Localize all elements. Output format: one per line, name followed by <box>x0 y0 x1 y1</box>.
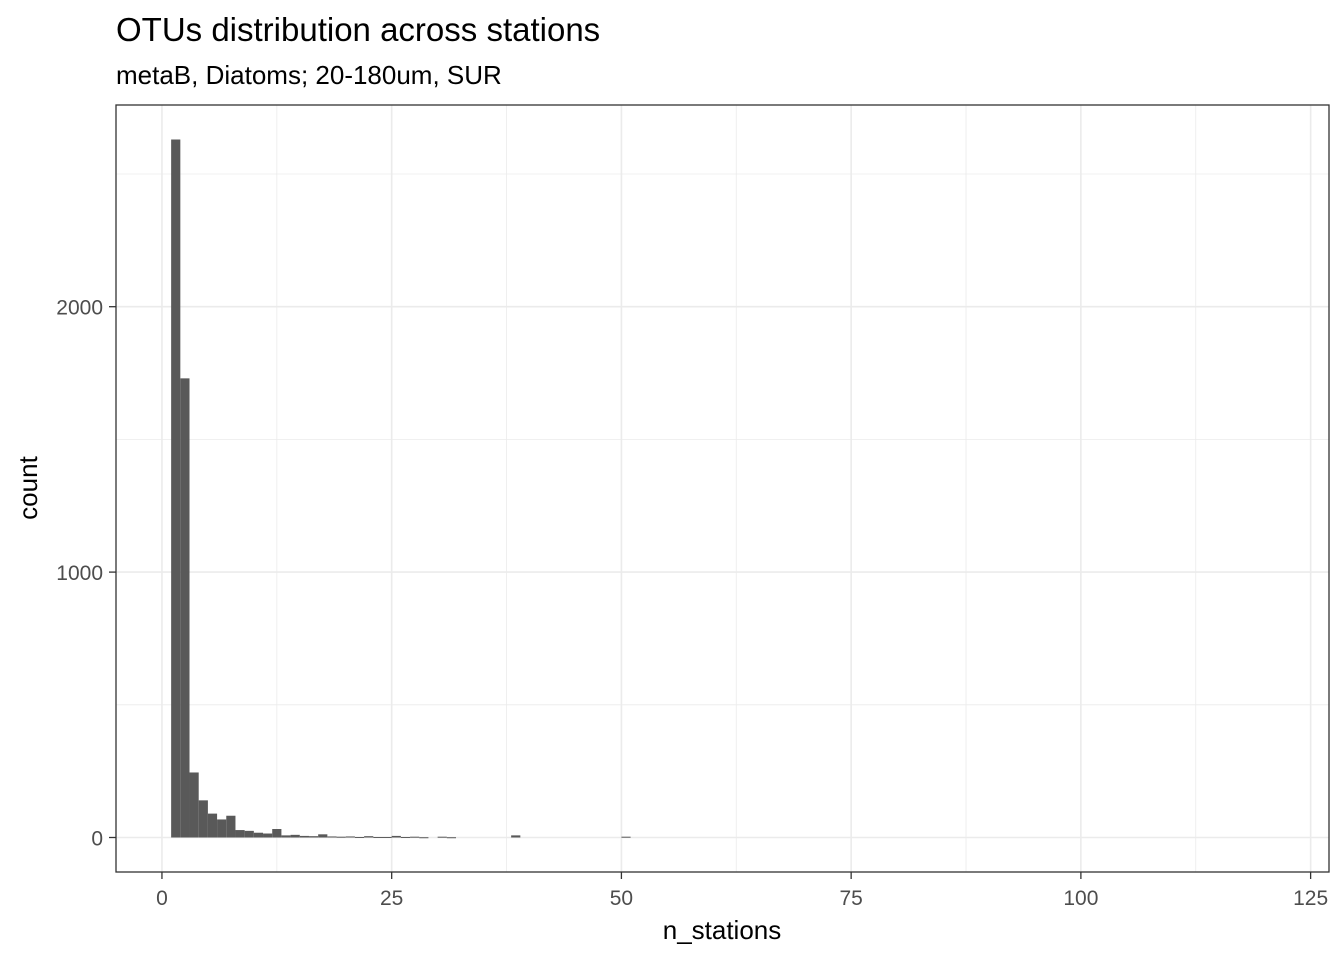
histogram-bar <box>410 836 420 838</box>
x-tick-label: 25 <box>380 887 403 910</box>
histogram-bar <box>217 819 227 838</box>
histogram-bars <box>171 139 631 839</box>
histogram-bar <box>180 378 190 838</box>
histogram-bar <box>327 836 337 838</box>
histogram-bar <box>263 833 273 838</box>
histogram-bar <box>244 830 254 838</box>
histogram-bar <box>171 139 181 838</box>
histogram-bar <box>308 836 319 838</box>
histogram-bar <box>299 835 309 838</box>
x-axis-title: n_stations <box>663 915 782 945</box>
histogram-bar <box>281 835 291 838</box>
histogram-bar <box>318 834 328 838</box>
minor-gridlines <box>116 105 1329 872</box>
histogram-bar <box>621 836 631 838</box>
histogram-bar <box>290 834 300 838</box>
y-tick-label: 0 <box>91 827 103 850</box>
histogram-bar <box>354 836 365 838</box>
histogram-bar <box>382 836 392 838</box>
chart-title: OTUs distribution across stations <box>116 11 600 48</box>
histogram-bar <box>511 835 521 838</box>
histogram-bar <box>446 837 457 839</box>
x-axis: 0 25 50 75 100 125 <box>156 872 1328 910</box>
histogram-bar <box>373 836 383 838</box>
histogram-bar <box>198 800 208 838</box>
y-tick-label: 1000 <box>56 562 103 585</box>
x-tick-label: 0 <box>156 887 168 910</box>
plot-panel <box>116 105 1329 872</box>
plot-border <box>115 104 1330 873</box>
histogram-bar <box>189 772 199 838</box>
histogram-bar <box>391 835 401 838</box>
chart-subtitle: metaB, Diatoms; 20-180um, SUR <box>116 60 502 90</box>
x-tick-label: 50 <box>610 887 633 910</box>
histogram-bar <box>419 837 429 839</box>
histogram-bar <box>345 836 355 838</box>
major-gridlines <box>116 105 1329 872</box>
x-tick-label: 75 <box>839 887 862 910</box>
histogram-bar <box>336 836 346 838</box>
histogram-bar <box>272 829 282 838</box>
histogram-bar <box>207 813 218 838</box>
y-axis-title: count <box>13 455 43 519</box>
x-tick-label: 125 <box>1293 887 1328 910</box>
histogram-bar <box>400 836 411 838</box>
histogram-bar <box>226 815 236 838</box>
x-tick-label: 100 <box>1063 887 1098 910</box>
histogram-bar <box>235 830 245 838</box>
y-axis: 0 1000 2000 <box>56 297 116 850</box>
histogram-bar <box>253 832 264 838</box>
y-tick-label: 2000 <box>56 297 103 320</box>
histogram-bar <box>437 836 447 838</box>
histogram-bar <box>364 836 374 838</box>
